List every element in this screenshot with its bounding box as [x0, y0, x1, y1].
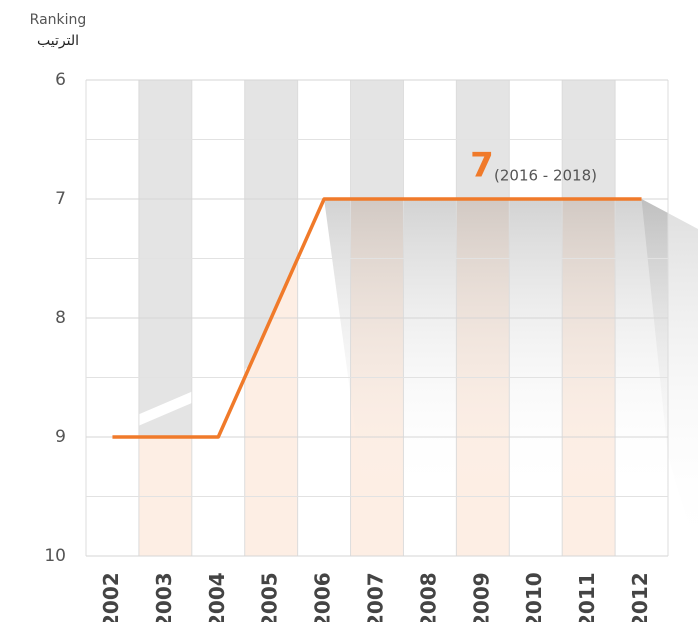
x-tick-label: 2002	[99, 572, 123, 622]
x-tick-label: 2008	[416, 572, 440, 622]
x-tick-label: 2009	[469, 572, 493, 622]
y-tick-label: 8	[55, 308, 66, 328]
x-tick-label: 2007	[364, 572, 388, 622]
x-tick-label: 2005	[258, 572, 282, 622]
y-axis-label: Ranking	[30, 12, 87, 28]
x-tick-label: 2010	[522, 572, 546, 622]
x-tick-label: 2012	[628, 572, 652, 622]
y-tick-label: 9	[55, 427, 66, 447]
x-tick-label: 2004	[205, 572, 229, 622]
shadow	[641, 199, 698, 556]
annotation-label: (2016 - 2018)	[494, 167, 597, 185]
line	[112, 197, 642, 439]
shadow	[324, 199, 668, 496]
x-tick-label: 2011	[575, 572, 599, 622]
y-tick-label: 10	[44, 546, 66, 566]
y-tick-label: 6	[55, 70, 66, 90]
y-axis-label-ar: الترتيب	[37, 33, 79, 49]
y-tick-label: 7	[55, 189, 66, 209]
annotation-value: 7	[470, 146, 494, 186]
x-tick-label: 2003	[152, 572, 176, 622]
x-tick-label: 2006	[311, 572, 335, 622]
